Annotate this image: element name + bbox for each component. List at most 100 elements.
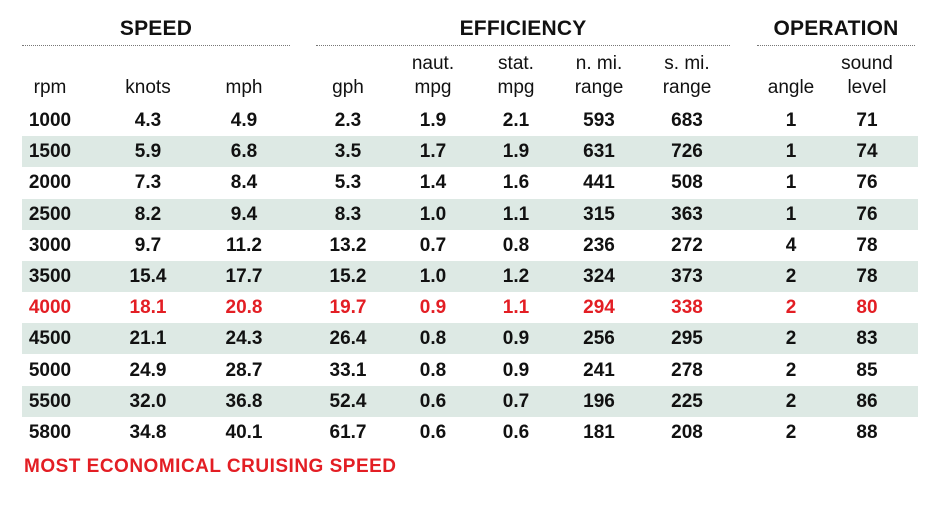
cell-gph: 8.3: [334, 203, 362, 225]
cell-sound-level: 78: [856, 234, 878, 256]
cell-s-mi-range: 508: [671, 172, 703, 194]
column-header-rpm: rpm: [33, 77, 67, 98]
cell-naut-mpg: 1.7: [419, 141, 447, 163]
cell-angle: 2: [785, 359, 797, 381]
cell-naut-mpg: 1.0: [419, 203, 447, 225]
cell-sound-level: 80: [856, 297, 878, 319]
cell-gph: 3.5: [334, 141, 362, 163]
cell-rpm: 1500: [28, 141, 72, 163]
cell-angle: 1: [785, 141, 797, 163]
cell-gph: 52.4: [329, 390, 367, 412]
cell-naut-mpg: 0.8: [419, 359, 447, 381]
cell-mph: 36.8: [225, 390, 263, 412]
cell-rpm: 5500: [28, 390, 72, 412]
cell-knots: 4.3: [134, 110, 162, 131]
cell-s-mi-range: 683: [671, 110, 703, 131]
cell-stat-mpg: 0.6: [502, 422, 530, 443]
cell-stat-mpg: 0.9: [502, 359, 530, 381]
cell-naut-mpg: 0.7: [419, 234, 447, 256]
cell-rpm: 4500: [28, 328, 72, 350]
cell-stat-mpg: 0.9: [502, 328, 530, 350]
cell-mph: 8.4: [230, 172, 258, 194]
table-row: 1000 4.3 4.9 2.3 1.9 2.1 593 683 1 71: [22, 105, 918, 136]
group-title-operation: OPERATION: [773, 17, 899, 40]
table-row: 2500 8.2 9.4 8.3 1.0 1.1 315 363 1 76: [22, 198, 918, 230]
cell-n-mi-range: 256: [583, 328, 615, 350]
cell-s-mi-range: 278: [671, 359, 703, 381]
cell-mph: 40.1: [225, 422, 263, 443]
cell-knots: 7.3: [134, 172, 162, 194]
cell-knots: 34.8: [129, 422, 167, 443]
cell-naut-mpg: 1.4: [419, 172, 447, 194]
cell-gph: 15.2: [329, 266, 367, 287]
cell-mph: 9.4: [230, 203, 258, 225]
cell-knots: 21.1: [129, 328, 167, 350]
cell-rpm: 5800: [28, 422, 72, 443]
column-header-angle: angle: [767, 77, 815, 98]
cell-mph: 28.7: [225, 359, 263, 381]
table-row: 5500 32.0 36.8 52.4 0.6 0.7 196 225 2 86: [22, 385, 918, 417]
cell-n-mi-range: 631: [583, 141, 615, 163]
cell-n-mi-range: 196: [583, 390, 615, 412]
cell-knots: 9.7: [134, 234, 162, 256]
cell-stat-mpg: 1.6: [502, 172, 530, 194]
cell-s-mi-range: 338: [671, 297, 703, 319]
cell-sound-level: 78: [856, 266, 878, 287]
cell-sound-level: 76: [856, 203, 878, 225]
cell-n-mi-range: 324: [583, 266, 615, 287]
cell-sound-level: 71: [856, 110, 878, 131]
cell-gph: 2.3: [334, 110, 362, 131]
cell-naut-mpg: 0.6: [419, 390, 447, 412]
cell-rpm: 2500: [28, 203, 72, 225]
cell-s-mi-range: 272: [671, 234, 703, 256]
cell-stat-mpg: 2.1: [502, 110, 530, 131]
cell-s-mi-range: 225: [671, 390, 703, 412]
cell-naut-mpg: 1.0: [419, 266, 447, 287]
cell-angle: 2: [785, 390, 797, 412]
column-header-naut-mpg: naut. mpg: [411, 53, 455, 98]
table-row: 3500 15.4 17.7 15.2 1.0 1.2 324 373 2 78: [22, 261, 918, 292]
cell-angle: 1: [785, 203, 797, 225]
group-title-efficiency: EFFICIENCY: [459, 17, 587, 40]
column-header-sound-level: sound level: [841, 53, 893, 98]
cell-knots: 18.1: [129, 297, 167, 319]
cell-naut-mpg: 0.8: [419, 328, 447, 350]
cell-mph: 17.7: [225, 266, 263, 287]
cell-rpm: 1000: [28, 110, 72, 131]
cell-stat-mpg: 1.1: [502, 203, 530, 225]
cell-rpm: 5000: [28, 359, 72, 381]
cell-n-mi-range: 181: [583, 422, 615, 443]
cell-n-mi-range: 241: [583, 359, 615, 381]
cell-mph: 4.9: [230, 110, 258, 131]
cell-angle: 2: [785, 328, 797, 350]
cell-rpm: 3000: [28, 234, 72, 256]
cell-sound-level: 85: [856, 359, 878, 381]
cell-gph: 5.3: [334, 172, 362, 194]
cell-s-mi-range: 208: [671, 422, 703, 443]
cell-n-mi-range: 315: [583, 203, 615, 225]
group-title-speed: SPEED: [119, 17, 193, 40]
cell-stat-mpg: 0.7: [502, 390, 530, 412]
cell-knots: 8.2: [134, 203, 162, 225]
cell-naut-mpg: 0.9: [419, 297, 447, 319]
cell-angle: 2: [785, 422, 797, 443]
cell-mph: 6.8: [230, 141, 258, 163]
cell-rpm: 2000: [28, 172, 72, 194]
divider-efficiency: [316, 45, 730, 46]
cell-n-mi-range: 441: [583, 172, 615, 194]
cell-knots: 15.4: [129, 266, 167, 287]
cell-naut-mpg: 1.9: [419, 110, 447, 131]
cell-mph: 11.2: [226, 234, 262, 256]
cell-gph: 26.4: [329, 328, 367, 350]
table-row: 5000 24.9 28.7 33.1 0.8 0.9 241 278 2 85: [22, 355, 918, 386]
cell-sound-level: 76: [856, 172, 878, 194]
cell-angle: 2: [785, 297, 797, 319]
table-row: 4500 21.1 24.3 26.4 0.8 0.9 256 295 2 83: [22, 323, 918, 355]
cell-sound-level: 86: [856, 390, 878, 412]
table-row: 4000 18.1 20.8 19.7 0.9 1.1 294 338 2 80: [22, 292, 918, 323]
cell-angle: 2: [785, 266, 797, 287]
cell-angle: 4: [785, 234, 797, 256]
cell-sound-level: 83: [856, 328, 878, 350]
cell-s-mi-range: 373: [671, 266, 703, 287]
